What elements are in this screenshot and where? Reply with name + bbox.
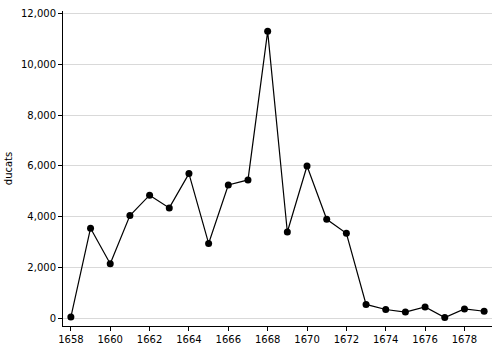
svg-text:1662: 1662	[137, 334, 162, 345]
svg-text:2,000: 2,000	[27, 262, 56, 273]
svg-text:4,000: 4,000	[27, 211, 56, 222]
svg-text:1674: 1674	[373, 334, 398, 345]
svg-text:ducats: ducats	[3, 152, 14, 185]
svg-text:8,000: 8,000	[27, 110, 56, 121]
svg-text:1678: 1678	[452, 334, 477, 345]
svg-text:0: 0	[50, 313, 56, 324]
svg-text:1670: 1670	[294, 334, 319, 345]
svg-text:1660: 1660	[98, 334, 123, 345]
svg-text:10,000: 10,000	[21, 59, 56, 70]
svg-text:12,000: 12,000	[21, 8, 56, 19]
svg-text:1672: 1672	[334, 334, 359, 345]
svg-text:1676: 1676	[412, 334, 437, 345]
svg-text:1668: 1668	[255, 334, 280, 345]
svg-text:1658: 1658	[58, 334, 83, 345]
svg-text:1666: 1666	[216, 334, 241, 345]
svg-text:6,000: 6,000	[27, 160, 56, 171]
svg-text:1664: 1664	[176, 334, 201, 345]
